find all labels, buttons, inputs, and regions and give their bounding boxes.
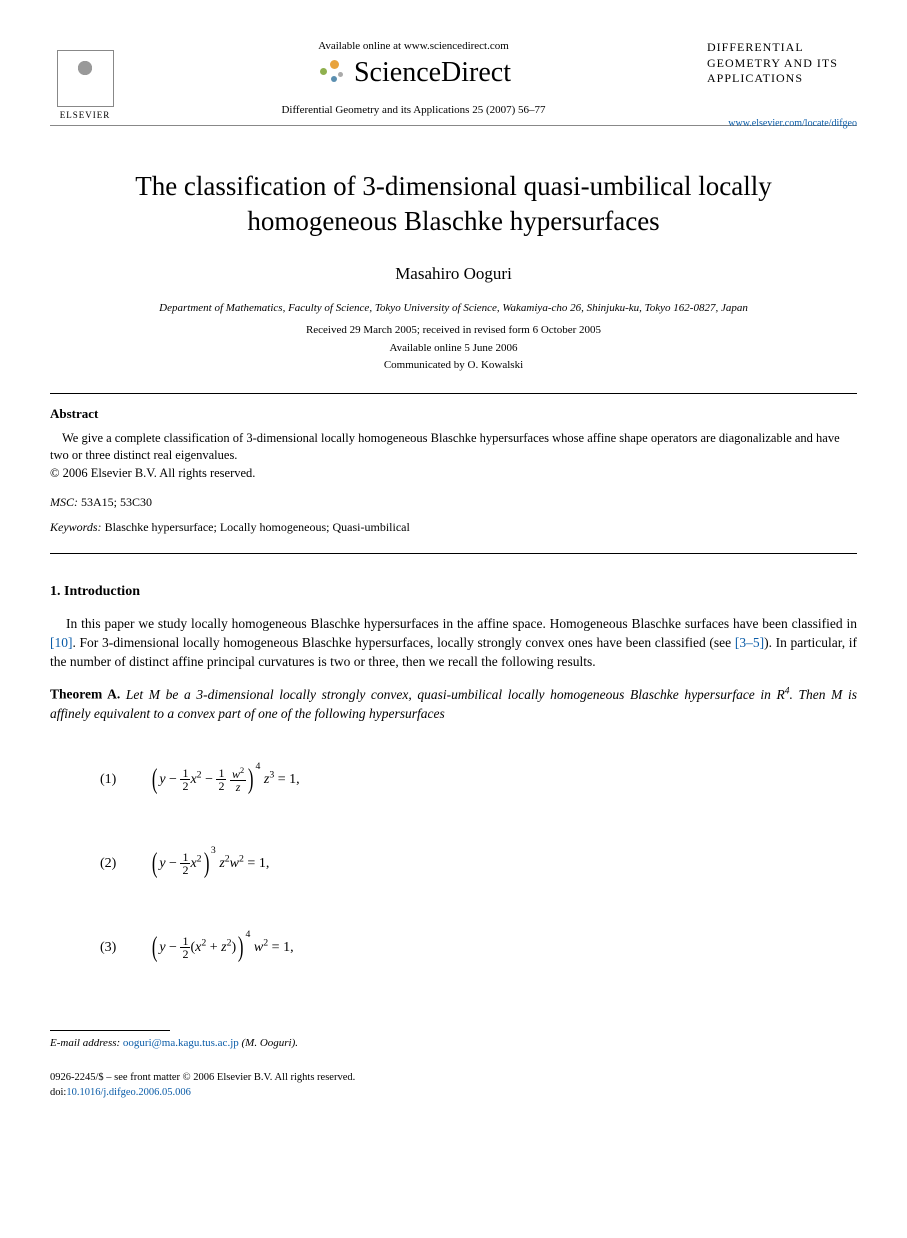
received-date: Received 29 March 2005; received in revi… [50,322,857,340]
journal-title-line1: DIFFERENTIAL [707,40,857,56]
footer: 0926-2245/$ – see front matter © 2006 El… [50,1071,857,1100]
copyright-text: © 2006 Elsevier B.V. All rights reserved… [50,466,857,481]
theorem-a: Theorem A. Let M be a 3-dimensional loca… [50,685,857,723]
email-link[interactable]: ooguri@ma.kagu.tus.ac.jp [123,1037,239,1049]
sciencedirect-logo: ScienceDirect [120,57,707,89]
author-name: Masahiro Ooguri [50,264,857,284]
sciencedirect-text: ScienceDirect [354,57,511,89]
available-online-text: Available online at www.sciencedirect.co… [120,40,707,52]
equation-1: (1) (y − 12x2 − 12 w2z)4 z3 = 1, [100,738,857,822]
footnote: E-mail address: ooguri@ma.kagu.tus.ac.jp… [50,1036,857,1051]
online-date: Available online 5 June 2006 [50,340,857,358]
journal-reference: Differential Geometry and its Applicatio… [120,104,707,116]
article-dates: Received 29 March 2005; received in revi… [50,322,857,375]
abstract-text: We give a complete classification of 3-d… [50,430,857,464]
journal-title-line3: APPLICATIONS [707,71,857,87]
journal-link[interactable]: www.elsevier.com/locate/difgeo [50,118,857,129]
msc-line: MSC: 53A15; 53C30 [50,495,857,510]
keywords-list: Blaschke hypersurface; Locally homogeneo… [105,520,410,534]
sd-dots-icon [316,58,346,88]
publisher-name: ELSEVIER [60,110,111,120]
equation-3: (3) (y − 12(x2 + z2))4 w2 = 1, [100,906,857,990]
journal-title-line2: GEOMETRY AND ITS [707,56,857,72]
email-label: E-mail address: [50,1037,120,1049]
elsevier-tree-icon [57,50,114,107]
journal-title-box: DIFFERENTIAL GEOMETRY AND ITS APPLICATIO… [707,40,857,87]
msc-codes: 53A15; 53C30 [81,495,152,509]
abstract-bottom-rule [50,553,857,554]
header-row: ELSEVIER Available online at www.science… [50,40,857,120]
article-title: The classification of 3-dimensional quas… [70,169,837,239]
theorem-body: Let M be a 3-dimensional locally strongl… [50,687,857,721]
center-header: Available online at www.sciencedirect.co… [120,40,707,116]
doi-link[interactable]: 10.1016/j.difgeo.2006.05.006 [66,1087,191,1098]
ref-10-link[interactable]: [10] [50,635,73,650]
ref-3-5-link[interactable]: [3–5] [735,635,764,650]
theorem-label: Theorem A. [50,687,120,702]
communicated-by: Communicated by O. Kowalski [50,357,857,375]
footnote-name: (M. Ooguri). [242,1037,299,1049]
footnote-rule [50,1030,170,1031]
doi-label: doi: [50,1087,66,1098]
equation-list: (1) (y − 12x2 − 12 w2z)4 z3 = 1, (2) (y … [100,738,857,990]
msc-label: MSC: [50,495,78,509]
abstract-label: Abstract [50,406,857,422]
equation-2: (2) (y − 12x2)3 z2w2 = 1, [100,822,857,906]
affiliation: Department of Mathematics, Faculty of Sc… [50,302,857,314]
intro-paragraph: In this paper we study locally homogeneo… [50,615,857,672]
footer-line1: 0926-2245/$ – see front matter © 2006 El… [50,1071,857,1086]
section-1-heading: 1. Introduction [50,584,857,600]
keywords-label: Keywords: [50,520,102,534]
abstract-top-rule [50,393,857,394]
keywords-line: Keywords: Blaschke hypersurface; Locally… [50,520,857,535]
elsevier-logo: ELSEVIER [50,40,120,120]
